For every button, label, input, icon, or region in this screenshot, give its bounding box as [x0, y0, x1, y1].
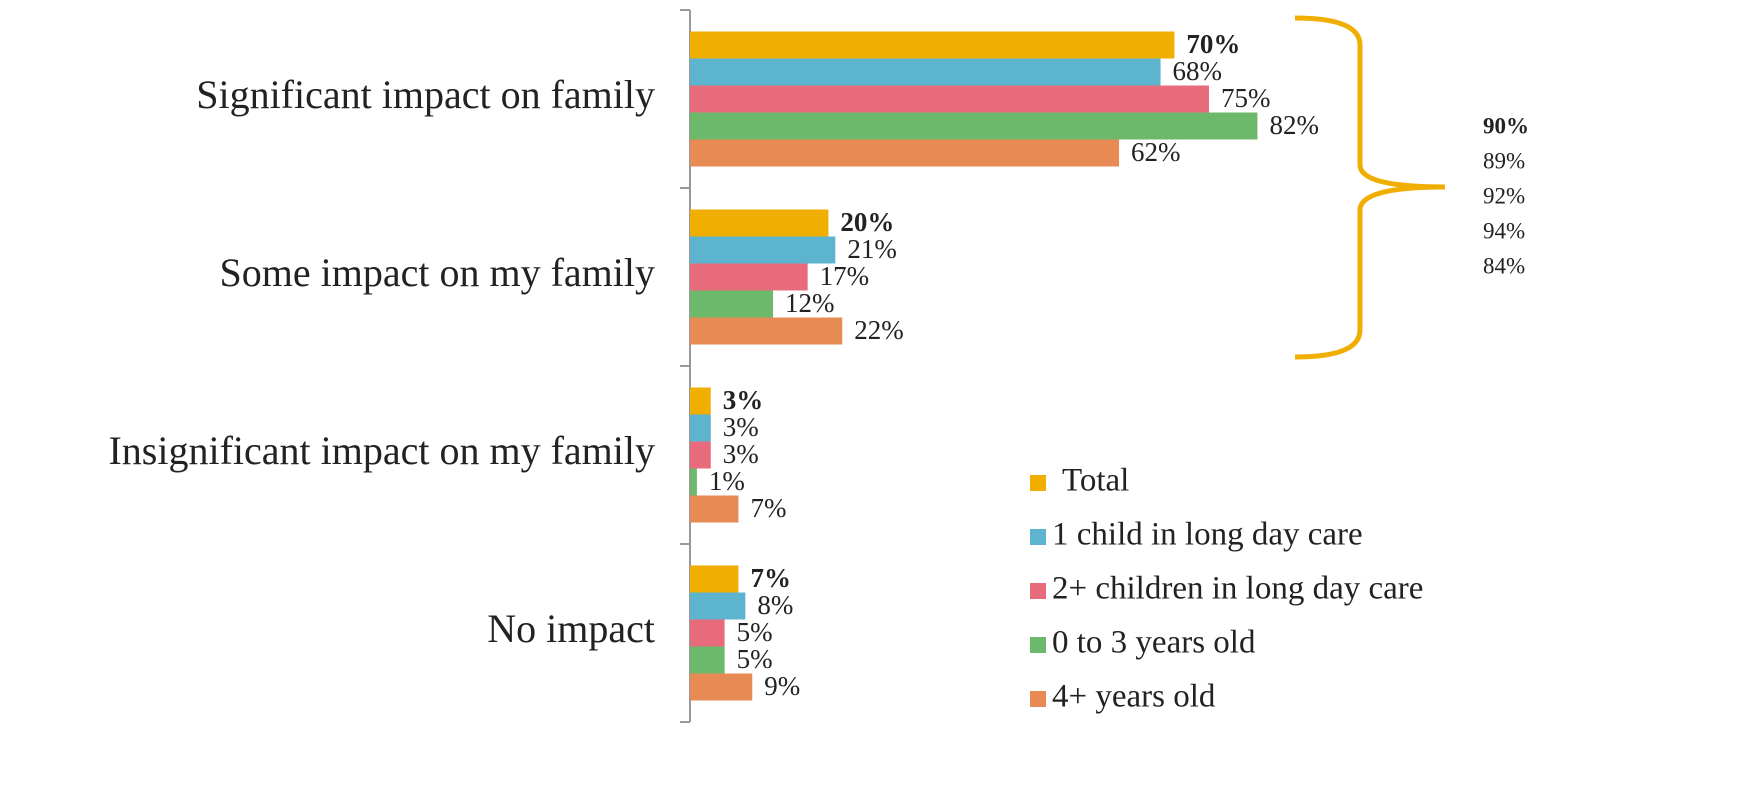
category-label: Significant impact on family	[196, 72, 655, 117]
data-label: 3%	[723, 439, 759, 469]
data-label: 75%	[1221, 83, 1271, 113]
bar	[690, 468, 697, 496]
bar	[690, 263, 808, 291]
bar	[690, 441, 711, 469]
bar	[690, 139, 1120, 167]
data-label: 5%	[737, 617, 773, 647]
bar	[690, 85, 1209, 113]
category-label: No impact	[487, 606, 655, 651]
data-label: 68%	[1173, 56, 1223, 86]
bar	[690, 209, 829, 237]
legend-label: 2+ children in long day care	[1052, 571, 1423, 607]
data-label: 62%	[1131, 137, 1181, 167]
data-label: 22%	[854, 315, 904, 345]
category-label: Insignificant impact on my family	[108, 428, 655, 473]
legend-swatch	[1030, 637, 1046, 653]
legend-swatch	[1030, 529, 1046, 545]
bar	[690, 495, 739, 523]
bar	[690, 58, 1161, 86]
bracket-label: 89%	[1483, 148, 1525, 173]
bar	[690, 565, 739, 593]
bar	[690, 31, 1175, 59]
legend-label: Total	[1062, 463, 1129, 499]
bracket	[1294, 15, 1446, 360]
bracket-label: 90%	[1483, 113, 1529, 138]
bar	[690, 290, 774, 318]
legend-swatch	[1030, 583, 1046, 599]
legend-swatch	[1030, 691, 1046, 707]
bar	[690, 414, 711, 442]
bar	[690, 317, 843, 345]
bar	[690, 387, 711, 415]
legend-swatch	[1030, 475, 1046, 491]
data-label: 82%	[1269, 110, 1319, 140]
bar	[690, 646, 725, 674]
bracket-label: 94%	[1483, 218, 1525, 243]
data-label: 5%	[737, 644, 773, 674]
data-label: 17%	[820, 261, 870, 291]
data-label: 1%	[709, 466, 745, 496]
data-label: 8%	[757, 590, 793, 620]
bar	[690, 236, 836, 264]
legend-label: 0 to 3 years old	[1052, 625, 1256, 661]
legend-label: 1 child in long day care	[1052, 517, 1363, 553]
bar	[690, 619, 725, 647]
data-label: 3%	[723, 385, 764, 415]
data-label: 20%	[840, 207, 894, 237]
data-label: 7%	[750, 493, 786, 523]
bar	[690, 592, 746, 620]
data-label: 9%	[764, 671, 800, 701]
data-label: 7%	[750, 563, 791, 593]
data-label: 12%	[785, 288, 835, 318]
category-label: Some impact on my family	[220, 250, 656, 295]
bracket-label: 84%	[1483, 253, 1525, 278]
data-label: 3%	[723, 412, 759, 442]
data-label: 21%	[847, 234, 897, 264]
bracket-label: 92%	[1483, 183, 1525, 208]
legend-label: 4+ years old	[1052, 679, 1216, 715]
bar	[690, 673, 753, 701]
data-label: 70%	[1186, 29, 1240, 59]
bar	[690, 112, 1258, 140]
